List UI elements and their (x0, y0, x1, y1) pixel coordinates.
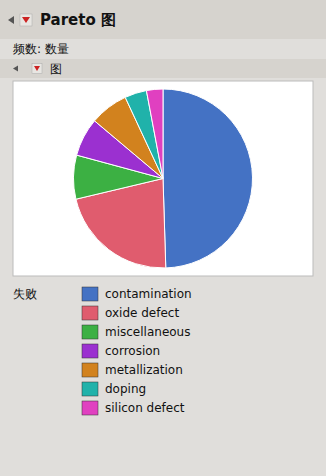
title: Pareto 图 (40, 11, 116, 29)
legend-swatch (82, 325, 98, 339)
header-dropdown-arrow (22, 17, 30, 23)
pie-slice (146, 89, 163, 179)
legend-swatch (82, 401, 98, 415)
legend-label: contamination (105, 287, 192, 301)
legend: contamination oxide defect miscellaneous co… (82, 287, 192, 415)
legend-label: corrosion (105, 344, 160, 358)
legend-swatch (82, 382, 98, 396)
legend-swatch (82, 287, 98, 301)
section-label: 图 (50, 62, 62, 76)
section-dropdown (32, 64, 42, 74)
legend-title: 失败 (13, 287, 37, 301)
section-arrow (13, 66, 18, 72)
subtitle: 频数: 数量 (13, 42, 69, 56)
header-arrow (8, 16, 14, 24)
header-dropdown (20, 14, 32, 26)
legend-swatch (82, 344, 98, 358)
legend-swatch (82, 363, 98, 377)
pie-slice (163, 89, 252, 268)
plot-box (13, 81, 313, 276)
legend-label: metallization (105, 363, 183, 377)
section-dropdown-arrow (34, 66, 40, 71)
header-bar (0, 0, 326, 39)
legend-label: oxide defect (105, 306, 179, 320)
pie (74, 89, 253, 268)
legend-label: silicon defect (105, 401, 185, 415)
section-bar (0, 59, 326, 78)
legend-label: miscellaneous (105, 325, 190, 339)
legend-label: doping (105, 382, 146, 396)
legend-swatch (82, 306, 98, 320)
chart: Pareto 图频数: 数量图失败 contamination oxide defe… (0, 0, 326, 476)
